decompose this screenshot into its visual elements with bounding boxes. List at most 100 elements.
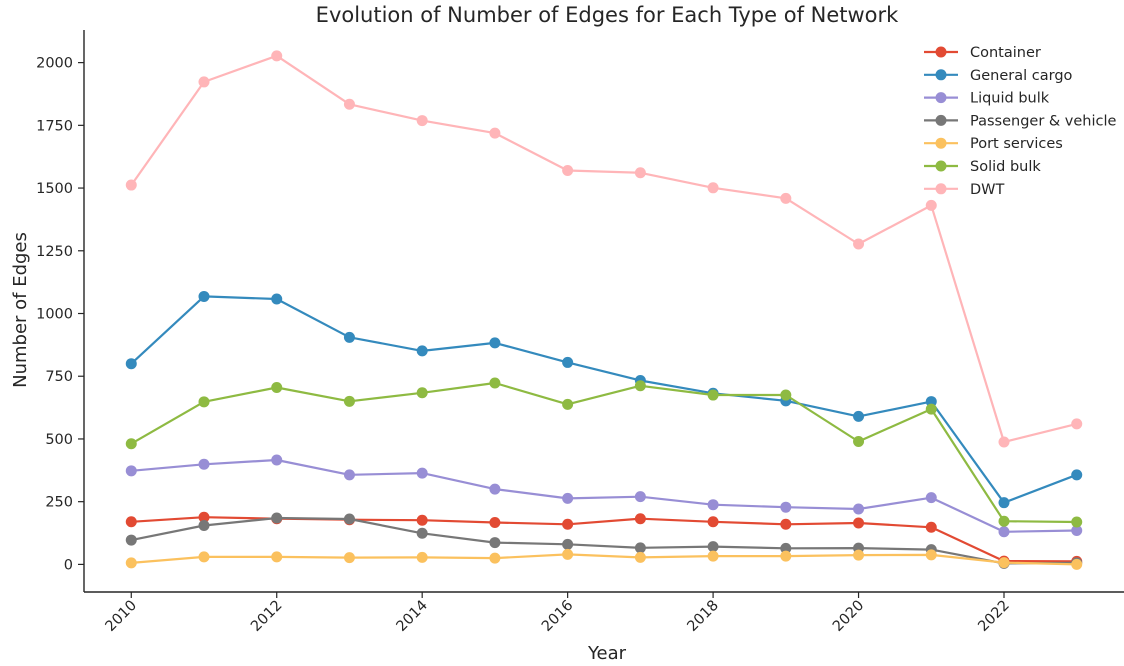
data-point [780,501,792,513]
data-point [998,526,1010,538]
data-point [416,551,428,563]
data-point [634,380,646,392]
y-tick-label: 1750 [36,118,73,134]
data-point [925,521,937,533]
series-lines [125,50,1083,570]
data-point [416,514,428,526]
data-point [198,76,210,88]
data-point [343,331,355,343]
chart-title: Evolution of Number of Edges for Each Ty… [316,3,899,27]
data-point [416,467,428,479]
series-solid-bulk [125,377,1083,528]
series-line [131,553,1077,566]
x-tick-label: 2020 [830,598,867,635]
data-point [998,436,1010,448]
data-point [343,552,355,564]
data-point [925,403,937,415]
legend-item: General cargo [924,68,1073,84]
data-point [853,517,865,529]
data-point [853,238,865,250]
legend-item: Liquid bulk [924,91,1050,107]
legend-marker [935,137,947,149]
legend: Container General cargo Liquid bulk Passeng… [924,45,1117,198]
legend-item: Port services [924,136,1063,152]
legend-item: Container [924,45,1041,61]
x-tick-label: 2022 [975,598,1012,635]
y-tick-label: 1000 [36,307,73,323]
legend-marker [935,114,947,126]
series-line [131,516,1077,565]
data-point [562,165,574,176]
y-axis-label: Number of Edges [10,232,31,388]
data-point [343,469,355,481]
x-tick-label: 2014 [394,598,431,635]
data-point [198,520,210,532]
y-tick-label: 500 [45,432,73,448]
data-point [1071,558,1083,570]
y-tick-label: 750 [45,369,73,385]
data-point [562,492,574,504]
data-point [780,542,792,554]
data-point [780,389,792,401]
data-point [125,516,137,528]
data-point [998,557,1010,569]
data-point [489,537,501,549]
data-point [198,458,210,470]
series-liquid-bulk [125,454,1083,538]
legend-marker [935,183,947,195]
y-tick-label: 2000 [36,56,73,72]
series-dwt [125,50,1083,448]
data-point [198,551,210,563]
data-point [780,550,792,562]
data-point [489,127,501,139]
data-point [562,398,574,410]
data-point [125,534,137,546]
data-point [634,513,646,525]
data-point [780,192,792,204]
data-point [634,167,646,179]
data-point [489,337,501,349]
data-point [707,550,719,562]
data-point [271,293,283,305]
legend-label: Passenger & vehicle [970,113,1117,129]
data-point [271,382,283,394]
data-point [853,435,865,447]
data-point [1071,469,1083,481]
data-point [1071,525,1083,537]
data-point [634,491,646,503]
data-point [125,358,137,370]
legend-label: Solid bulk [970,159,1041,175]
y-tick-label: 1500 [36,181,73,197]
data-point [343,513,355,525]
data-point [271,551,283,563]
data-point [416,345,428,357]
x-axis-label: Year [587,643,627,664]
legend-marker [935,160,947,172]
series-line [130,295,1078,504]
data-point [925,492,937,504]
x-tick-label: 2018 [685,598,722,635]
data-point [925,549,937,561]
legend-label: General cargo [970,68,1073,84]
data-point [125,465,137,477]
legend-item: DWT [924,182,1005,198]
data-point [562,548,574,560]
data-point [489,483,501,495]
data-point [562,518,574,530]
data-point [125,438,137,450]
data-point [198,511,210,523]
data-point [125,179,137,191]
data-point [1071,418,1083,430]
data-point [271,454,283,466]
data-point [707,499,719,511]
data-point [998,497,1010,509]
data-point [780,518,792,530]
data-point [925,199,937,211]
data-point [853,410,865,422]
data-point [998,515,1010,527]
data-point [198,290,210,302]
legend-item: Passenger & vehicle [924,113,1117,129]
data-point [271,512,283,524]
legend-item: Solid bulk [924,159,1041,175]
